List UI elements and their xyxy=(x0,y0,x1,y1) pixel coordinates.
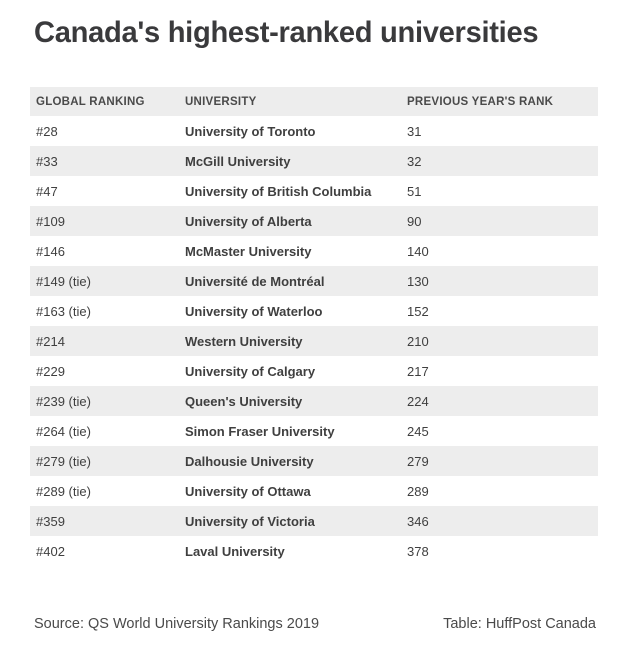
table-row: #109 University of Alberta 90 xyxy=(30,206,598,236)
cell-global-ranking: #33 xyxy=(36,153,58,169)
footer-credit: Table: HuffPost Canada xyxy=(443,616,596,632)
cell-global-ranking: #146 xyxy=(36,243,65,259)
cell-university: University of Ottawa xyxy=(185,483,311,499)
cell-global-ranking: #229 xyxy=(36,363,65,379)
table-row: #289 (tie) University of Ottawa 289 xyxy=(30,476,598,506)
cell-global-ranking: #109 xyxy=(36,213,65,229)
table-header-row: GLOBAL RANKING UNIVERSITY PREVIOUS YEAR'… xyxy=(30,87,598,116)
table-row: #149 (tie) Université de Montréal 130 xyxy=(30,266,598,296)
rankings-table: GLOBAL RANKING UNIVERSITY PREVIOUS YEAR'… xyxy=(30,87,598,566)
cell-global-ranking: #279 (tie) xyxy=(36,453,91,469)
cell-university: University of Victoria xyxy=(185,513,315,529)
cell-previous-rank: 90 xyxy=(407,213,422,229)
cell-global-ranking: #239 (tie) xyxy=(36,393,91,409)
cell-previous-rank: 51 xyxy=(407,183,422,199)
cell-previous-rank: 140 xyxy=(407,243,429,259)
table-row: #214 Western University 210 xyxy=(30,326,598,356)
page-title: Canada's highest-ranked universities xyxy=(34,16,539,49)
footer-source: Source: QS World University Rankings 201… xyxy=(34,616,320,632)
table-row: #402 Laval University 378 xyxy=(30,536,598,566)
cell-university: Dalhousie University xyxy=(185,453,314,469)
cell-university: McGill University xyxy=(185,153,291,169)
cell-global-ranking: #214 xyxy=(36,333,65,349)
table-body: #28 University of Toronto 31 #33 McGill Univ… xyxy=(30,116,598,566)
table-row: #239 (tie) Queen's University 224 xyxy=(30,386,598,416)
table-row: #264 (tie) Simon Fraser University 245 xyxy=(30,416,598,446)
cell-previous-rank: 217 xyxy=(407,363,429,379)
table-row: #279 (tie) Dalhousie University 279 xyxy=(30,446,598,476)
table-row: #28 University of Toronto 31 xyxy=(30,116,598,146)
cell-university: University of British Columbia xyxy=(185,183,372,199)
cell-university: Simon Fraser University xyxy=(185,423,335,439)
footer: Source: QS World University Rankings 201… xyxy=(34,616,596,632)
table-row: #163 (tie) University of Waterloo 152 xyxy=(30,296,598,326)
cell-global-ranking: #47 xyxy=(36,183,58,199)
cell-university: Queen's University xyxy=(185,393,303,409)
cell-global-ranking: #149 (tie) xyxy=(36,273,91,289)
cell-previous-rank: 152 xyxy=(407,303,429,319)
cell-previous-rank: 32 xyxy=(407,153,422,169)
cell-previous-rank: 210 xyxy=(407,333,429,349)
cell-university: Laval University xyxy=(185,543,285,559)
table-row: #359 University of Victoria 346 xyxy=(30,506,598,536)
cell-global-ranking: #264 (tie) xyxy=(36,423,91,439)
cell-university: Université de Montréal xyxy=(185,273,325,289)
cell-university: University of Calgary xyxy=(185,363,316,379)
cell-global-ranking: #28 xyxy=(36,123,58,139)
cell-previous-rank: 289 xyxy=(407,483,429,499)
cell-university: Western University xyxy=(185,333,303,349)
cell-global-ranking: #289 (tie) xyxy=(36,483,91,499)
cell-university: University of Waterloo xyxy=(185,303,323,319)
cell-previous-rank: 346 xyxy=(407,513,429,529)
cell-previous-rank: 245 xyxy=(407,423,429,439)
cell-previous-rank: 224 xyxy=(407,393,429,409)
cell-previous-rank: 279 xyxy=(407,453,429,469)
table-row: #33 McGill University 32 xyxy=(30,146,598,176)
table-row: #229 University of Calgary 217 xyxy=(30,356,598,386)
cell-global-ranking: #163 (tie) xyxy=(36,303,91,319)
column-header-previous-rank: PREVIOUS YEAR'S RANK xyxy=(407,95,554,108)
cell-global-ranking: #359 xyxy=(36,513,65,529)
table-row: #47 University of British Columbia 51 xyxy=(30,176,598,206)
table-row: #146 McMaster University 140 xyxy=(30,236,598,266)
cell-previous-rank: 130 xyxy=(407,273,429,289)
cell-global-ranking: #402 xyxy=(36,543,65,559)
cell-university: University of Toronto xyxy=(185,123,316,139)
cell-previous-rank: 378 xyxy=(407,543,429,559)
cell-university: McMaster University xyxy=(185,243,312,259)
column-header-global-ranking: GLOBAL RANKING xyxy=(36,95,145,108)
cell-previous-rank: 31 xyxy=(407,123,422,139)
column-header-university: UNIVERSITY xyxy=(185,95,257,108)
cell-university: University of Alberta xyxy=(185,213,312,229)
